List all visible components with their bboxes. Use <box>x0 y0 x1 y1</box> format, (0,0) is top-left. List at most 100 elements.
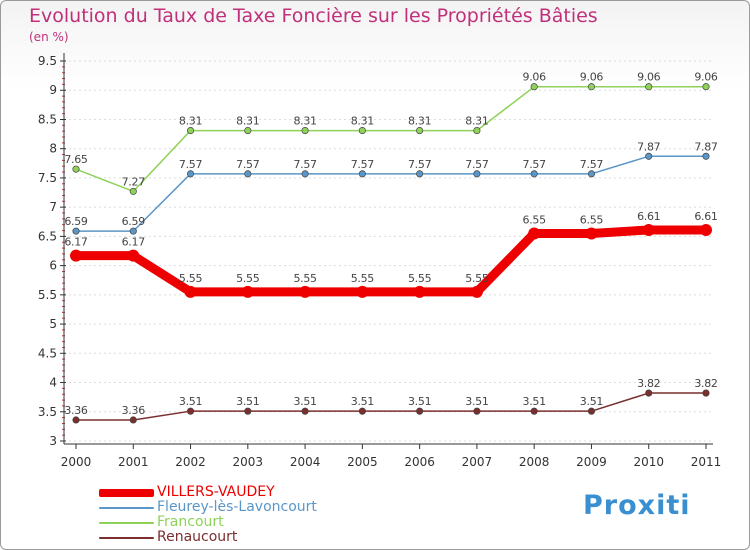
legend-label: Renaucourt <box>157 529 237 545</box>
y-tick-label: 8 <box>49 142 57 156</box>
data-label: 3.36 <box>64 404 88 417</box>
data-label: 6.55 <box>580 213 604 226</box>
data-point <box>643 224 655 236</box>
data-point <box>700 224 712 236</box>
data-point <box>416 171 422 177</box>
data-label: 7.65 <box>64 153 88 166</box>
legend-swatch <box>99 489 154 497</box>
data-label: 7.57 <box>351 158 375 171</box>
y-tick-label: 7 <box>49 200 57 214</box>
data-label: 5.55 <box>465 272 489 285</box>
data-label: 6.61 <box>694 210 717 223</box>
y-tick-label: 3.5 <box>38 405 57 419</box>
x-tick-label: 2009 <box>576 455 607 469</box>
data-label: 8.31 <box>465 115 488 128</box>
x-tick-label: 2002 <box>175 455 206 469</box>
data-point <box>130 417 136 423</box>
data-point <box>703 84 709 90</box>
data-label: 6.17 <box>122 236 146 249</box>
data-label: 3.36 <box>122 404 146 417</box>
chart-frame: Evolution du Taux de Taxe Foncière sur l… <box>0 0 750 550</box>
y-tick-label: 9.5 <box>38 54 57 68</box>
data-point <box>588 408 594 414</box>
data-point <box>185 286 197 298</box>
x-tick-label: 2008 <box>519 455 550 469</box>
data-point <box>130 188 136 194</box>
data-label: 8.31 <box>179 115 202 128</box>
data-point <box>471 286 483 298</box>
series-line <box>76 87 706 192</box>
data-label: 7.57 <box>293 158 317 171</box>
data-point <box>531 171 537 177</box>
y-tick-label: 8.5 <box>38 112 57 126</box>
data-label: 7.57 <box>465 158 489 171</box>
data-point <box>245 127 251 133</box>
data-point <box>187 408 193 414</box>
data-point <box>588 171 594 177</box>
y-tick-label: 7.5 <box>38 171 57 185</box>
data-label: 3.51 <box>236 395 259 408</box>
data-point <box>127 250 139 262</box>
x-tick-label: 2001 <box>118 455 149 469</box>
data-point <box>474 171 480 177</box>
data-point <box>242 286 254 298</box>
data-label: 7.87 <box>637 140 661 153</box>
series-line <box>76 230 706 292</box>
data-label: 9.06 <box>523 71 547 84</box>
data-label: 8.31 <box>351 115 374 128</box>
data-label: 3.51 <box>179 395 202 408</box>
data-point <box>187 171 193 177</box>
data-label: 8.31 <box>236 115 259 128</box>
data-label: 5.55 <box>293 272 317 285</box>
x-tick-label: 2006 <box>404 455 435 469</box>
data-point <box>302 127 308 133</box>
data-point <box>703 390 709 396</box>
series-line <box>76 156 706 231</box>
data-point <box>302 171 308 177</box>
y-tick-label: 3 <box>49 434 57 448</box>
data-label: 6.17 <box>64 236 88 249</box>
data-label: 7.27 <box>122 175 146 188</box>
data-point <box>302 408 308 414</box>
x-tick-label: 2005 <box>347 455 378 469</box>
data-point <box>356 286 368 298</box>
y-tick-label: 6.5 <box>38 229 57 243</box>
legend-label: Francourt <box>157 514 224 530</box>
data-label: 6.61 <box>637 210 660 223</box>
data-point <box>130 228 136 234</box>
x-tick-label: 2011 <box>691 455 722 469</box>
logo-text: Proxiti <box>583 490 691 521</box>
data-label: 7.87 <box>694 140 718 153</box>
data-point <box>416 127 422 133</box>
data-label: 3.51 <box>580 395 603 408</box>
legend-swatch <box>99 522 154 524</box>
legend-swatch <box>99 537 154 539</box>
x-tick-label: 2004 <box>290 455 321 469</box>
data-label: 7.57 <box>236 158 260 171</box>
data-label: 7.57 <box>179 158 203 171</box>
data-point <box>588 84 594 90</box>
data-point <box>531 84 537 90</box>
data-point <box>531 408 537 414</box>
data-point <box>359 171 365 177</box>
data-point <box>414 286 426 298</box>
data-point <box>646 390 652 396</box>
data-label: 3.82 <box>637 377 660 390</box>
data-point <box>646 153 652 159</box>
data-label: 3.51 <box>465 395 488 408</box>
legend-swatch <box>99 507 154 509</box>
data-label: 5.55 <box>236 272 260 285</box>
y-tick-label: 4 <box>49 376 57 390</box>
data-label: 8.31 <box>293 115 316 128</box>
series-line <box>76 393 706 420</box>
data-point <box>416 408 422 414</box>
data-label: 9.06 <box>694 71 718 84</box>
data-point <box>703 153 709 159</box>
data-point <box>359 127 365 133</box>
legend-label: Fleurey-lès-Lavoncourt <box>157 499 317 515</box>
data-label: 5.55 <box>408 272 432 285</box>
data-point <box>646 84 652 90</box>
data-point <box>474 127 480 133</box>
data-point <box>245 408 251 414</box>
x-tick-label: 2010 <box>633 455 664 469</box>
